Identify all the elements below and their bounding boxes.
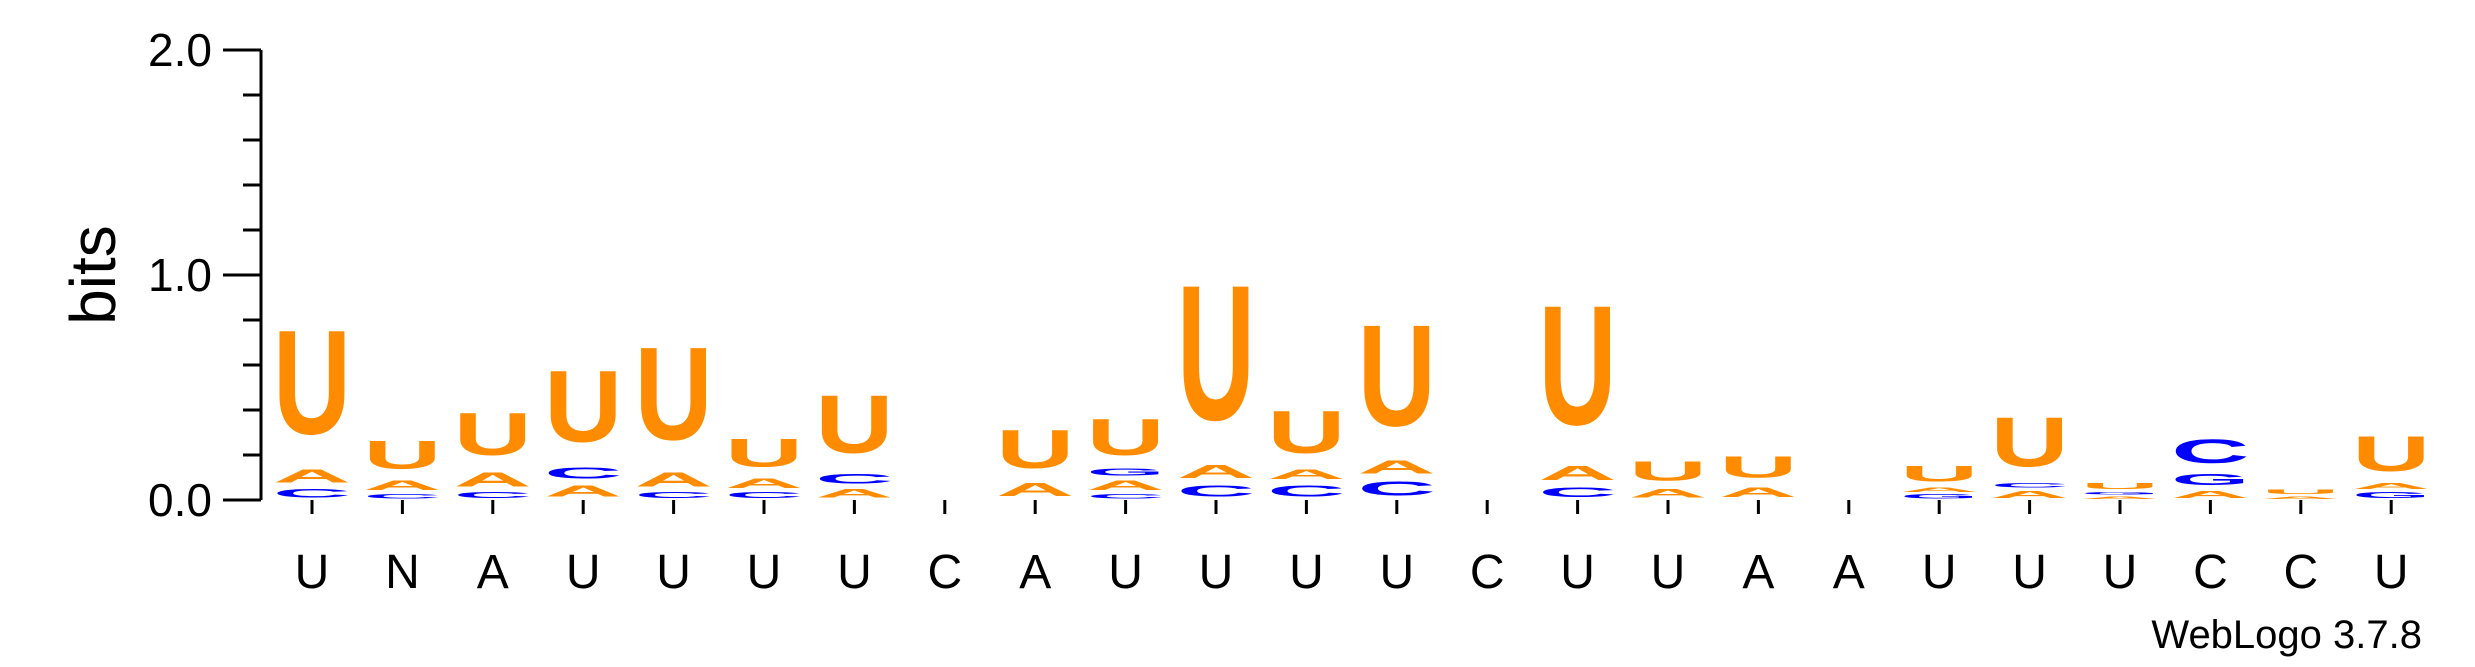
position-label: U [1922, 546, 1957, 599]
logo-letter-A: A [1900, 487, 1978, 494]
logo-letter-C: C [815, 471, 893, 487]
position-label: C [2283, 546, 2318, 599]
logo-letter-A: A [1629, 487, 1707, 500]
logo-letter-A: A [273, 466, 351, 486]
logo-letter-A: A [2081, 496, 2159, 500]
position-label: U [1651, 546, 1686, 599]
position-label: U [1379, 546, 1414, 599]
logo-letter-C: C [273, 487, 351, 500]
logo-letter-C: C [1991, 482, 2069, 489]
logo-letter-A: A [1087, 478, 1165, 494]
position-label: U [566, 546, 601, 599]
position-label: U [1108, 546, 1143, 599]
logo-letter-C: C [1539, 484, 1617, 500]
logo-letter-G: G [2081, 491, 2159, 495]
logo-letter-U: U [1900, 462, 1978, 487]
logo-letter-U: U [1719, 450, 1797, 484]
position-label: U [747, 546, 782, 599]
logo-letter-A: A [725, 475, 803, 491]
logo-letter-A: A [815, 487, 893, 500]
logo-letter-U: U [725, 430, 803, 475]
logo-letter-A: A [544, 482, 622, 500]
logo-letter-U: U [454, 401, 532, 469]
y-tick-label: 0.0 [148, 474, 212, 526]
position-label: C [1470, 546, 1505, 599]
y-tick-label: 2.0 [148, 24, 212, 76]
logo-letter-U: U [2262, 489, 2340, 496]
logo-letter-U: U [1177, 247, 1255, 462]
weblogo-credit: WebLogo 3.7.8 [2151, 613, 2422, 657]
logo-letter-U: U [1539, 271, 1617, 461]
logo-letter-A: A [635, 469, 713, 491]
position-label: U [2103, 546, 2138, 599]
logo-letter-C: C [454, 491, 532, 500]
position-label: N [385, 546, 420, 599]
logo-letter-U: U [1087, 407, 1165, 465]
logo-letter-A: A [2352, 482, 2430, 491]
y-tick-label: 1.0 [148, 249, 212, 301]
logo-letter-U: U [815, 379, 893, 471]
logo-letter-U: U [1991, 404, 2069, 482]
logo-letter-G: G [2171, 471, 2249, 489]
position-label: U [1289, 546, 1324, 599]
position-label: U [656, 546, 691, 599]
position-label: U [295, 546, 330, 599]
position-label: C [2193, 546, 2228, 599]
position-label: A [1833, 546, 1865, 599]
logo-letter-G: G [1900, 493, 1978, 500]
y-axis-title: bits [57, 225, 129, 325]
logo-letter-U: U [273, 299, 351, 466]
logo-letter-C: C [635, 491, 713, 500]
logo-letter-U: U [544, 350, 622, 464]
position-label: A [477, 546, 509, 599]
letter-stacks: CAUCAUCAUACUCAUCAUACUAUCAGUCAUCAUCAUCAUA… [273, 247, 2430, 500]
logo-letter-A: A [363, 478, 441, 494]
logo-letter-C: C [1267, 482, 1345, 500]
logo-letter-U: U [2081, 482, 2159, 491]
logo-letter-A: A [1177, 462, 1255, 482]
logo-letter-U: U [1267, 399, 1345, 467]
position-label: U [2012, 546, 2047, 599]
logo-letter-C: C [1177, 482, 1255, 500]
position-label: U [1199, 546, 1234, 599]
logo-letter-U: U [363, 433, 441, 478]
logo-letter-A: A [1358, 457, 1436, 477]
logo-letter-U: U [996, 420, 1074, 480]
logo-letter-C: C [544, 464, 622, 482]
logo-letter-G: G [1087, 466, 1165, 477]
position-label: A [1019, 546, 1051, 599]
logo-letter-C: C [363, 493, 441, 500]
logo-letter-A: A [2262, 496, 2340, 500]
logo-letter-U: U [2352, 426, 2430, 482]
logo-letter-C: C [2171, 432, 2249, 470]
logo-letter-A: A [454, 469, 532, 491]
logo-letter-A: A [1539, 462, 1617, 484]
position-label: C [927, 546, 962, 599]
logo-letter-C: C [725, 491, 803, 500]
logo-letter-A: A [996, 480, 1074, 500]
logo-letter-U: U [1358, 295, 1436, 457]
position-label: A [1742, 546, 1774, 599]
logo-letter-U: U [635, 320, 713, 468]
logo-letter-C: C [1358, 478, 1436, 500]
logo-letter-A: A [1267, 466, 1345, 482]
logo-letter-A: A [1719, 484, 1797, 500]
logo-letter-G: G [2352, 491, 2430, 500]
position-label: U [2374, 546, 2409, 599]
position-label: U [1560, 546, 1595, 599]
y-ticks: 0.0 1.0 2.0 [148, 24, 261, 526]
logo-letter-A: A [2171, 489, 2249, 500]
position-label: U [837, 546, 872, 599]
logo-letter-C: C [1087, 493, 1165, 500]
logo-letter-U: U [1629, 455, 1707, 486]
logo-letter-A: A [1991, 489, 2069, 500]
